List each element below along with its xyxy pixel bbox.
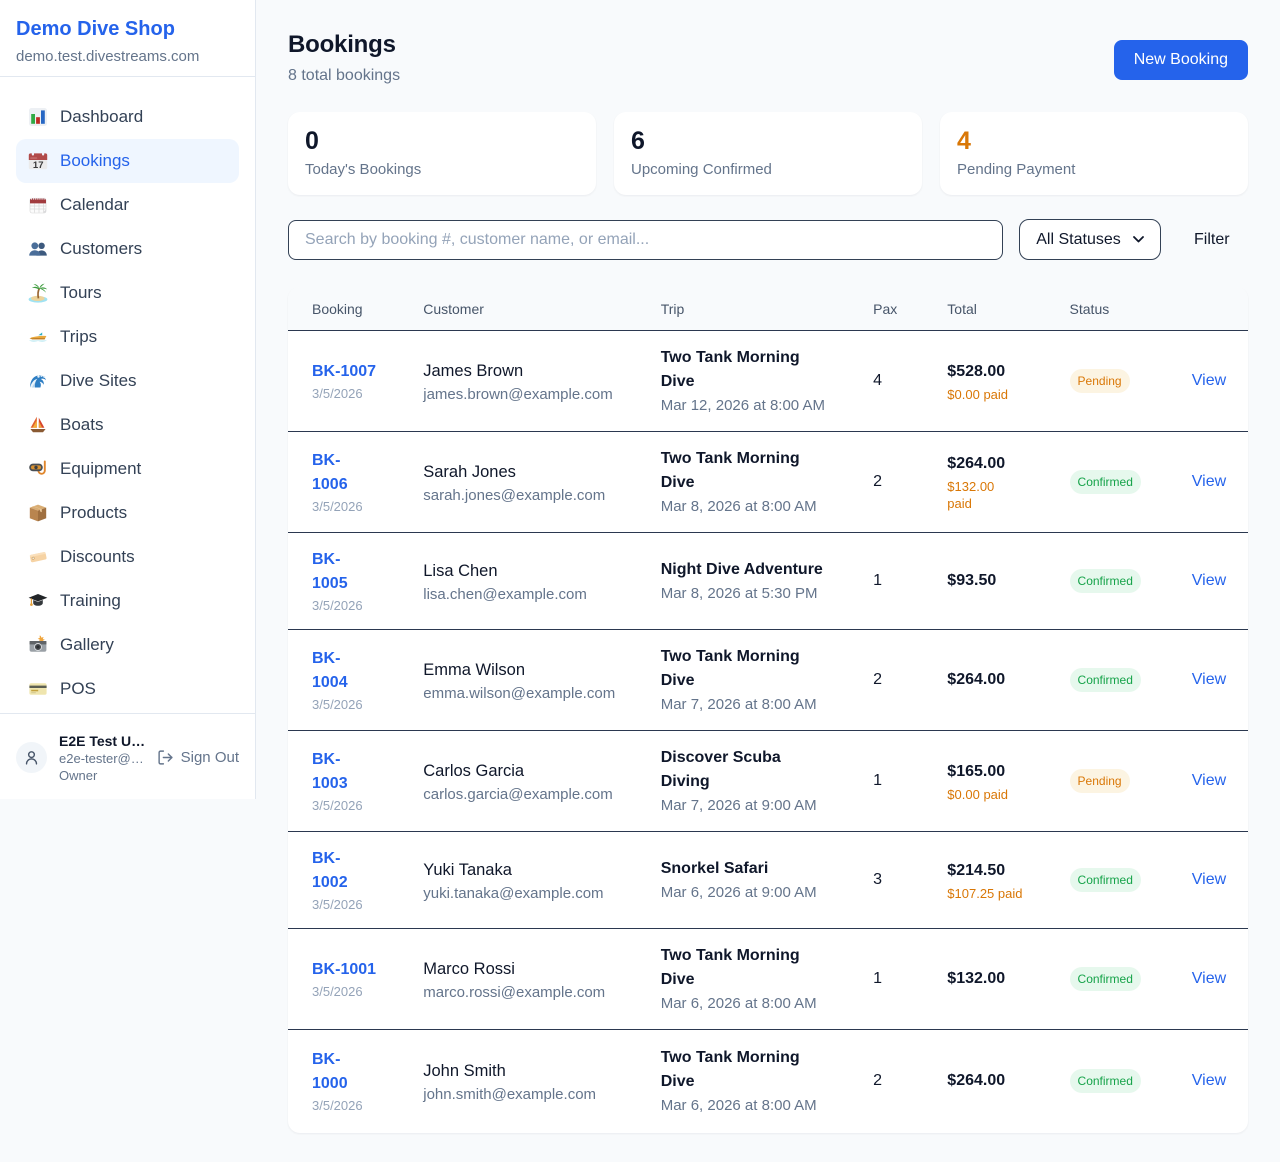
- svg-text:17: 17: [33, 160, 44, 171]
